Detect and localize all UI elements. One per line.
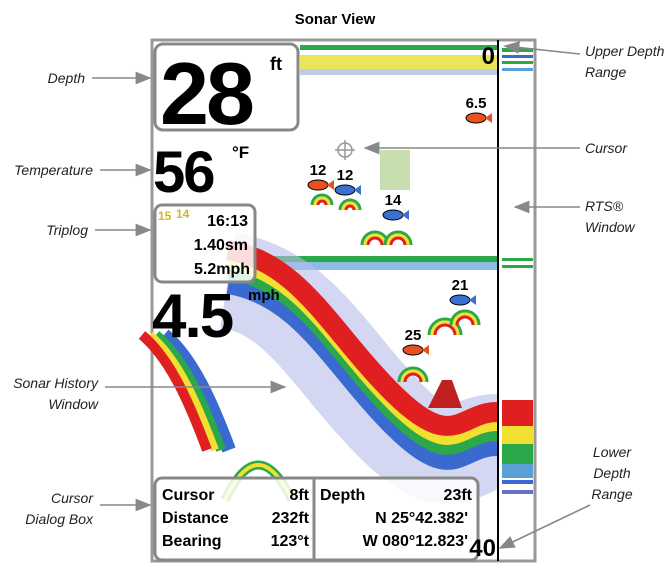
dialog-coordinate: N 25°42.382' <box>375 510 468 527</box>
callout-label: Window <box>585 219 636 235</box>
title: Sonar View <box>295 11 376 28</box>
dialog-label: Cursor <box>162 487 214 504</box>
lower-depth: 40 <box>469 535 496 562</box>
callout-label: Depth <box>48 70 86 86</box>
fish-arch <box>366 236 384 246</box>
callout-label: Cursor <box>51 490 94 506</box>
fish-arch <box>338 198 362 211</box>
callout-label: Temperature <box>14 162 93 178</box>
fish-depth: 25 <box>405 327 422 344</box>
fish-tail <box>354 185 361 195</box>
rts-window <box>502 48 533 494</box>
triplog-mark: 14 <box>176 207 190 221</box>
surface-clutter <box>300 55 497 69</box>
surface-line <box>300 45 497 50</box>
triplog-time: 16:13 <box>207 213 248 230</box>
fish-depth: 14 <box>385 192 402 209</box>
fish-depth: 12 <box>310 162 327 179</box>
callout-label: Sonar History <box>13 375 99 391</box>
fish-icon <box>465 112 487 124</box>
fish-arch <box>397 366 429 383</box>
upper-depth: 0 <box>482 43 495 70</box>
temperature-value: 56 <box>153 140 214 205</box>
fish-arch <box>386 233 410 246</box>
depth-unit: ft <box>270 54 282 74</box>
fish-tail <box>402 210 409 220</box>
callout-label: Dialog Box <box>25 511 94 527</box>
labels: Sonar View Depth Temperature Triplog Sonar H… <box>13 11 664 562</box>
fish-tail <box>485 113 492 123</box>
fish-depth: 12 <box>337 167 354 184</box>
fish-arch <box>449 309 481 326</box>
callout-label: Window <box>48 396 99 412</box>
speed-value: 4.5 <box>152 282 233 351</box>
fish-icon <box>307 179 329 191</box>
speed-unit: mph <box>248 287 280 304</box>
fish-icon <box>382 209 404 221</box>
fish-arch <box>383 230 413 246</box>
callout-label: Cursor <box>585 140 628 156</box>
fish-arch <box>430 320 460 336</box>
dialog-coordinate: W 080°12.823' <box>363 533 468 550</box>
cursor-dialog-box <box>153 476 480 562</box>
fish-arch <box>433 323 457 336</box>
fish-tail <box>469 295 476 305</box>
callout-label: Range <box>585 64 626 80</box>
fish-icon <box>334 184 356 196</box>
fish-arch <box>455 315 475 326</box>
callout-label: Lower <box>593 444 632 460</box>
depth-box <box>153 42 300 132</box>
dialog-value: 232ft <box>272 510 310 527</box>
temperature-unit: °F <box>232 143 249 162</box>
fish-arch <box>389 236 407 246</box>
fish-arch <box>344 204 356 211</box>
callout-arrow <box>503 41 581 55</box>
fish-arch <box>427 317 463 336</box>
cursor-crosshair <box>335 140 355 160</box>
callout-label: Triplog <box>46 222 88 238</box>
fish-arch <box>452 312 478 326</box>
callout-label: Upper Depth <box>585 43 665 59</box>
triplog-speed: 5.2mph <box>194 261 250 278</box>
callout-label: Range <box>591 486 632 502</box>
callout-arrow <box>498 504 591 549</box>
surface-clutter <box>300 69 497 75</box>
fish-depth: 6.5 <box>466 95 487 112</box>
dialog-label: Distance <box>162 510 229 527</box>
dialog-label: Depth <box>320 487 365 504</box>
depth-value: 28 <box>160 44 253 143</box>
thermocline <box>255 256 497 262</box>
thermocline <box>255 262 497 270</box>
fish-arch <box>313 196 331 206</box>
triplog-mark: 15 <box>158 209 172 223</box>
fish-tail <box>327 180 334 190</box>
fish-arch <box>400 369 426 383</box>
clutter <box>380 150 410 190</box>
dialog-value: 8ft <box>289 487 309 504</box>
fish-arch <box>341 201 359 211</box>
structure <box>428 380 462 408</box>
callout-label: Depth <box>593 465 631 481</box>
triplog-box <box>153 203 257 284</box>
fish-tail <box>422 345 429 355</box>
fish-icon <box>402 344 424 356</box>
fish-depth: 21 <box>452 277 469 294</box>
fish-arch <box>310 193 334 206</box>
callout-label: RTS® <box>585 198 624 214</box>
dialog-value: 23ft <box>444 487 473 504</box>
fish-arch <box>403 372 423 383</box>
dialog-value: 123°t <box>271 533 310 550</box>
fish-icon <box>449 294 471 306</box>
triplog-distance: 1.40sm <box>194 237 248 254</box>
fish-arch <box>316 199 328 206</box>
dialog-label: Bearing <box>162 533 222 550</box>
